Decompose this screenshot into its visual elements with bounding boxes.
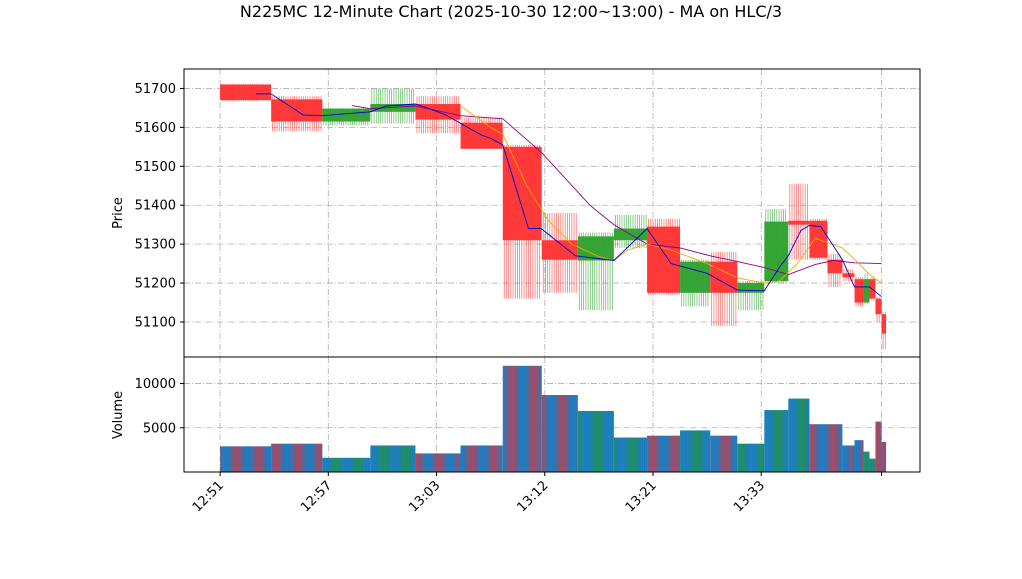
candle-body: [322, 108, 371, 122]
x-tick-label: 13:12: [515, 478, 552, 515]
price-tick-label: 51200: [135, 277, 176, 292]
x-tick-label: 13:33: [731, 478, 768, 515]
volume-bar: [869, 458, 876, 472]
volume-bar: [788, 398, 810, 472]
volume-bar-fill: [577, 410, 614, 472]
volume-bar: [875, 421, 882, 472]
candle-down: [788, 183, 810, 260]
candle-body: [881, 314, 887, 334]
volume-bar: [737, 443, 765, 472]
price-axis-label: Price: [111, 197, 126, 229]
candle-body: [647, 226, 681, 293]
candle-down: [881, 312, 887, 350]
candle-body: [875, 298, 882, 315]
volume-plot-frame: [183, 356, 921, 473]
price-tick-label: 51100: [135, 315, 176, 330]
candle-body: [788, 220, 810, 225]
ma-slow-line: [351, 105, 882, 275]
volume-bar: [502, 365, 542, 472]
volume-bar: [764, 410, 789, 472]
volume-bar: [854, 440, 864, 472]
x-tick-label: 13:03: [406, 478, 443, 515]
volume-tick-label: 5000: [143, 421, 176, 436]
price-tick-label: 51600: [135, 121, 176, 136]
candle-down: [854, 277, 864, 307]
candle-up: [737, 281, 765, 311]
candle-up: [613, 214, 648, 249]
volume-bar: [271, 443, 323, 472]
candle-down: [541, 213, 578, 293]
volume-y-ticks: 5000 10000: [135, 377, 184, 436]
volume-bar: [842, 445, 855, 472]
candle-down: [271, 96, 323, 132]
candle-up: [764, 209, 789, 284]
candle-body: [854, 279, 864, 303]
chart-title: N225MC 12-Minute Chart (2025-10-30 12:00…: [240, 2, 782, 21]
candle-body: [863, 279, 870, 303]
volume-bars: [220, 365, 887, 472]
volume-axis-label: Volume: [111, 391, 126, 439]
candle-body: [370, 104, 416, 112]
volume-bar-fill: [737, 443, 765, 472]
candle-down: [875, 296, 882, 322]
volume-bar: [881, 441, 887, 472]
price-panel: 51100 51200 51300 51400 51500 51600 51700 Pric…: [111, 68, 921, 358]
price-tick-label: 51300: [135, 238, 176, 253]
volume-bar: [613, 437, 648, 472]
candle-down: [220, 83, 272, 101]
x-tick-label: 12:51: [190, 478, 227, 515]
candle-down: [710, 251, 738, 326]
volume-bar: [577, 410, 614, 472]
candle-body: [220, 84, 272, 101]
volume-bar: [680, 430, 711, 472]
candle-down: [842, 269, 855, 282]
candle-body: [680, 261, 711, 293]
volume-bar: [863, 451, 870, 472]
price-candles: [220, 83, 887, 350]
volume-bar-fill: [881, 441, 887, 472]
candle-up: [680, 259, 711, 307]
candle-up: [322, 107, 371, 126]
x-tick-label: 12:57: [298, 478, 335, 515]
volume-bar: [647, 435, 681, 472]
candle-down: [460, 117, 503, 149]
volume-tick-label: 10000: [135, 377, 176, 392]
volume-bar: [220, 446, 272, 472]
candle-body: [842, 273, 855, 278]
volume-bar-fill: [710, 435, 738, 472]
candle-body: [737, 283, 765, 293]
candle-body: [502, 146, 542, 241]
volume-bar: [415, 453, 461, 472]
price-y-ticks: 51100 51200 51300 51400 51500 51600 51700: [135, 82, 184, 330]
price-tick-label: 51700: [135, 82, 176, 97]
candle-up: [863, 273, 870, 305]
volume-bar: [370, 445, 416, 472]
price-tick-label: 51400: [135, 199, 176, 214]
candle-body: [827, 259, 843, 274]
volume-panel: 5000 10000 Volume: [111, 356, 921, 473]
candle-body: [764, 221, 789, 282]
volume-bar: [809, 424, 843, 472]
volume-bar: [322, 457, 371, 472]
candle-down: [647, 218, 681, 295]
price-moving-averages: [256, 93, 882, 298]
candle-up: [577, 232, 614, 311]
candle-down: [502, 144, 542, 299]
x-tick-label: 13:21: [623, 478, 660, 515]
candle-down: [827, 253, 843, 287]
volume-bar-fill: [854, 440, 864, 472]
x-axis-ticks: 12:51 12:57 13:03 13:12 13:21 13:33: [190, 472, 883, 515]
volume-bar-fill: [842, 445, 855, 472]
candle-body: [541, 240, 578, 260]
ma-mid-line: [460, 105, 882, 284]
price-tick-label: 51500: [135, 160, 176, 175]
volume-bar-fill: [541, 395, 578, 472]
volume-bar: [541, 395, 578, 472]
volume-bar: [460, 445, 503, 472]
ma-fast-line: [256, 93, 882, 298]
volume-bar: [710, 435, 738, 472]
volume-bar-fill: [502, 365, 542, 472]
